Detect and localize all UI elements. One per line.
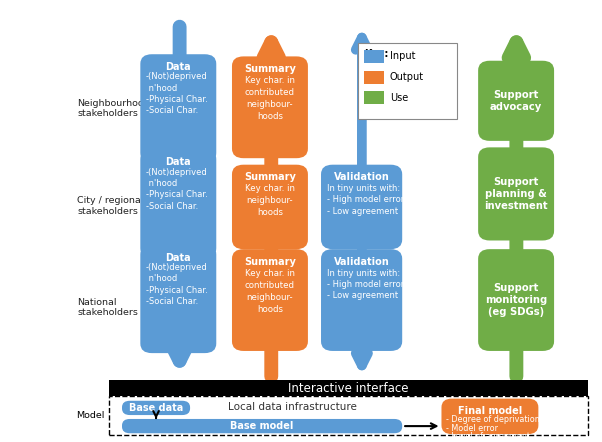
FancyBboxPatch shape <box>140 245 216 353</box>
Text: Data: Data <box>166 253 191 263</box>
Text: Output: Output <box>389 72 424 82</box>
Text: -Social Char.: -Social Char. <box>146 106 198 115</box>
Text: - High model error: - High model error <box>327 280 405 289</box>
Text: -(Not)deprived: -(Not)deprived <box>146 72 207 81</box>
Text: neighbour-: neighbour- <box>247 293 293 302</box>
FancyBboxPatch shape <box>321 165 402 249</box>
Text: Data: Data <box>166 157 191 168</box>
Text: -(Not)deprived: -(Not)deprived <box>146 263 207 272</box>
Text: -Physical Char.: -Physical Char. <box>146 95 207 104</box>
Text: Key char. in: Key char. in <box>245 269 295 278</box>
FancyBboxPatch shape <box>122 419 402 433</box>
FancyBboxPatch shape <box>478 61 554 141</box>
Text: Summary: Summary <box>244 64 296 74</box>
Text: hoods: hoods <box>257 305 283 314</box>
FancyBboxPatch shape <box>232 165 308 249</box>
Text: n'hood: n'hood <box>146 179 177 188</box>
Text: -Social Char.: -Social Char. <box>146 202 198 210</box>
Text: Data: Data <box>166 62 191 72</box>
Text: Interactive interface: Interactive interface <box>288 382 409 395</box>
Text: - Model error: - Model error <box>445 424 498 433</box>
Text: Input: Input <box>389 51 415 61</box>
FancyBboxPatch shape <box>358 43 457 119</box>
Text: Validation: Validation <box>334 172 389 183</box>
Text: Key char. in: Key char. in <box>245 76 295 85</box>
FancyBboxPatch shape <box>140 54 216 163</box>
FancyBboxPatch shape <box>232 57 308 158</box>
Text: Local data infrastructure: Local data infrastructure <box>228 402 356 412</box>
Text: -Physical Char.: -Physical Char. <box>146 190 207 199</box>
Text: contributed: contributed <box>245 281 295 290</box>
FancyBboxPatch shape <box>232 249 308 351</box>
Text: Summary: Summary <box>244 172 296 183</box>
Text: hoods: hoods <box>257 209 283 217</box>
FancyBboxPatch shape <box>364 91 385 104</box>
FancyBboxPatch shape <box>478 249 554 351</box>
Text: hoods: hoods <box>257 112 283 121</box>
Text: -Physical Char.: -Physical Char. <box>146 286 207 294</box>
Text: National
stakeholders: National stakeholders <box>78 298 138 317</box>
Text: Validation: Validation <box>334 257 389 267</box>
Text: Summary: Summary <box>244 257 296 267</box>
Text: Neighbourhood
stakeholders: Neighbourhood stakeholders <box>78 99 150 118</box>
Text: neighbour-: neighbour- <box>247 196 293 206</box>
Text: Support
advocacy: Support advocacy <box>490 90 542 111</box>
FancyBboxPatch shape <box>364 71 385 84</box>
Text: Use: Use <box>389 93 408 103</box>
Text: - Low agreement: - Low agreement <box>327 291 399 300</box>
FancyBboxPatch shape <box>109 380 588 396</box>
Text: contributed: contributed <box>245 88 295 97</box>
Text: City / regional
stakeholders: City / regional stakeholders <box>78 196 144 216</box>
FancyBboxPatch shape <box>321 249 402 351</box>
Text: Model: Model <box>76 411 105 420</box>
FancyBboxPatch shape <box>122 401 190 415</box>
Text: Base data: Base data <box>129 403 183 413</box>
Text: - Low agreement: - Low agreement <box>327 207 399 216</box>
FancyBboxPatch shape <box>441 399 538 434</box>
FancyBboxPatch shape <box>478 147 554 240</box>
Text: - High model error: - High model error <box>327 195 405 205</box>
Text: Base model: Base model <box>231 421 294 431</box>
Text: In tiny units with:: In tiny units with: <box>327 184 400 193</box>
Text: - Level of agreement: - Level of agreement <box>445 432 530 442</box>
Text: n'hood: n'hood <box>146 84 177 93</box>
Text: Final model: Final model <box>458 405 522 415</box>
FancyBboxPatch shape <box>140 149 216 258</box>
Text: -Social Char.: -Social Char. <box>146 297 198 306</box>
Text: n'hood: n'hood <box>146 274 177 283</box>
Text: Support
monitoring
(eg SDGs): Support monitoring (eg SDGs) <box>485 283 547 316</box>
Text: Key:: Key: <box>364 50 388 60</box>
FancyBboxPatch shape <box>364 50 385 63</box>
Text: Key char. in: Key char. in <box>245 184 295 193</box>
Text: neighbour-: neighbour- <box>247 100 293 109</box>
Text: - Degree of deprivation: - Degree of deprivation <box>445 415 539 424</box>
Text: -(Not)deprived: -(Not)deprived <box>146 168 207 177</box>
Text: Support
planning &
investment: Support planning & investment <box>484 177 548 210</box>
Text: In tiny units with:: In tiny units with: <box>327 269 400 278</box>
